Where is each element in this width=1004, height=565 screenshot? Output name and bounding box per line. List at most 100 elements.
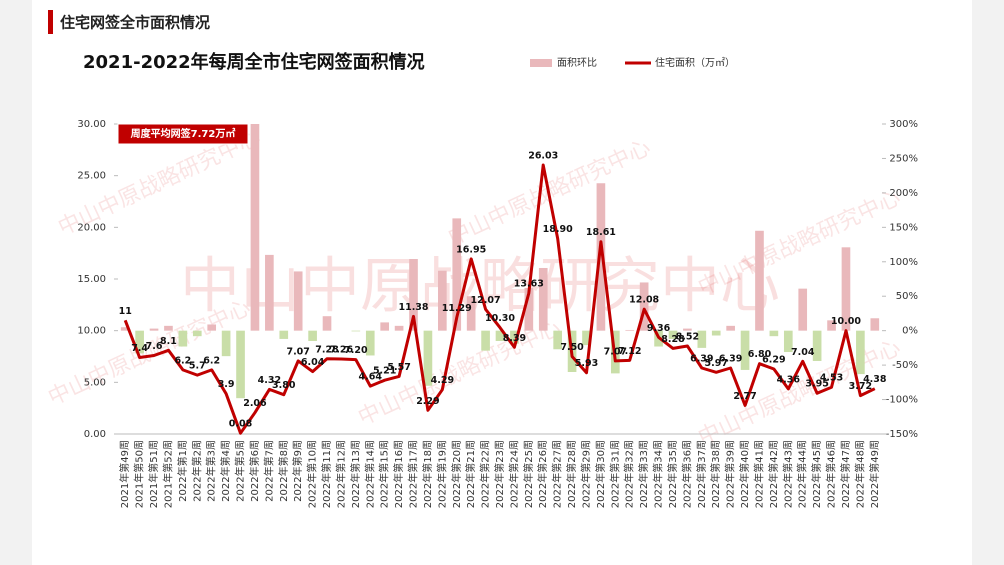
data-label: 7.26: [330, 344, 354, 355]
x-tick-label: 2022年第36周: [680, 440, 693, 508]
data-label: 6.29: [762, 355, 785, 366]
y2-tick-label: 250%: [889, 153, 918, 164]
bar: [466, 296, 476, 331]
data-label: 9.36: [647, 323, 671, 334]
data-label: 3.80: [272, 380, 296, 391]
data-label: 4.29: [431, 375, 454, 386]
x-tick-label: 2022年第21周: [464, 440, 477, 508]
data-label: 12.08: [629, 295, 659, 306]
bar: [769, 330, 779, 337]
bar: [452, 218, 462, 331]
bar: [740, 330, 750, 370]
data-label: 7.6: [146, 341, 163, 352]
bar: [596, 183, 606, 331]
data-label: 18.90: [543, 224, 573, 235]
x-tick-label: 2022年第26周: [536, 440, 549, 508]
bar: [438, 270, 447, 331]
y2-tick-label: -50%: [892, 360, 918, 371]
bar: [841, 247, 851, 331]
x-tick-label: 2022年第33周: [637, 440, 650, 508]
data-label: 8.39: [503, 333, 526, 344]
data-label: 6.2: [203, 355, 220, 366]
bar: [409, 259, 418, 331]
header-marker: [48, 10, 53, 34]
data-label: 16.95: [456, 244, 486, 255]
data-label: 11.29: [442, 303, 472, 314]
bar: [149, 328, 159, 331]
x-tick-label: 2022年第2周: [190, 440, 203, 502]
x-tick-label: 2021年第51周: [147, 440, 160, 508]
x-tick-label: 2022年第12周: [334, 440, 347, 508]
bar: [351, 330, 361, 332]
data-label: 13.63: [514, 279, 544, 290]
x-tick-label: 2022年第48周: [853, 440, 866, 508]
bar: [582, 330, 591, 346]
data-label: 6.80: [748, 349, 772, 360]
data-label: 7.07: [604, 346, 627, 357]
y2-tick-label: 50%: [896, 291, 918, 302]
x-tick-label: 2022年第28周: [565, 440, 578, 508]
x-tick-label: 2022年第10周: [306, 440, 319, 508]
bar: [668, 330, 678, 339]
data-label: 5.7: [189, 361, 206, 372]
x-tick-label: 2022年第43周: [781, 440, 794, 508]
y-tick-label: 30.00: [77, 119, 106, 130]
data-label: 5.21: [373, 366, 396, 377]
x-tick-label: 2022年第38周: [709, 440, 722, 508]
bar: [625, 329, 635, 331]
x-tick-label: 2022年第23周: [493, 440, 506, 508]
data-label: 26.03: [528, 151, 558, 162]
data-label: 11.38: [398, 302, 428, 313]
x-tick-label: 2022年第45周: [810, 440, 823, 508]
y2-tick-label: 300%: [889, 119, 918, 130]
data-label: 7.20: [344, 345, 368, 356]
bar: [827, 320, 836, 331]
y2-tick-label: 200%: [889, 188, 918, 199]
bar: [697, 330, 707, 348]
x-tick-label: 2022年第32周: [623, 440, 636, 508]
bar: [207, 324, 217, 331]
x-tick-label: 2021年第50周: [133, 440, 146, 508]
bar: [553, 330, 562, 350]
data-label: 5.57: [387, 362, 410, 373]
data-label: 8.28: [661, 334, 685, 345]
x-tick-label: 2022年第17周: [407, 440, 420, 508]
y2-tick-label: -100%: [886, 395, 918, 406]
x-tick-label: 2022年第11周: [320, 440, 333, 508]
bar: [279, 330, 289, 339]
bar: [120, 327, 130, 331]
data-label: 7.07: [286, 346, 309, 357]
x-tick-label: 2022年第35周: [666, 440, 679, 508]
bar: [711, 330, 721, 336]
bar: [192, 330, 202, 337]
data-label: 5.97: [704, 358, 727, 369]
data-label: 4.64: [359, 372, 383, 383]
x-tick-label: 2022年第29周: [579, 440, 592, 508]
x-tick-label: 2022年第27周: [551, 440, 564, 508]
x-tick-label: 2022年第13周: [349, 440, 362, 508]
data-label: 2.77: [733, 391, 756, 402]
x-tick-label: 2022年第20周: [450, 440, 463, 508]
bar: [178, 330, 188, 347]
x-tick-label: 2022年第47周: [839, 440, 852, 508]
line: [123, 163, 876, 435]
bar: [856, 330, 865, 375]
x-tick-label: 2022年第8周: [277, 440, 290, 502]
data-label: 2.06: [243, 398, 267, 409]
data-label: 7.12: [618, 346, 641, 357]
header-title: 住宅网签全市面积情况: [60, 14, 210, 32]
bar: [755, 230, 764, 331]
data-label: 10.30: [485, 313, 515, 324]
bar: [524, 287, 534, 331]
data-label: 8.1: [160, 336, 177, 347]
bar: [798, 288, 808, 331]
data-label: 18.61: [586, 227, 616, 238]
bar: [639, 282, 649, 331]
data-label: 4.53: [820, 373, 843, 384]
y-tick-label: 5.00: [84, 377, 106, 388]
x-tick-label: 2022年第31周: [608, 440, 621, 508]
x-tick-label: 2022年第49周: [868, 440, 881, 508]
data-label: 6.04: [301, 357, 325, 368]
y2-tick-label: 100%: [889, 257, 918, 268]
x-tick-label: 2022年第37周: [695, 440, 708, 508]
